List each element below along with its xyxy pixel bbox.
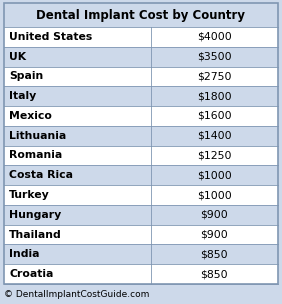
- Bar: [4, 86, 278, 106]
- Bar: [4, 106, 278, 126]
- Text: India: India: [9, 249, 39, 259]
- Text: Mexico: Mexico: [9, 111, 52, 121]
- Text: Spain: Spain: [9, 71, 43, 81]
- Text: Costa Rica: Costa Rica: [9, 170, 73, 180]
- Text: Dental Implant Cost by Country: Dental Implant Cost by Country: [36, 9, 246, 22]
- Text: $4000: $4000: [197, 32, 232, 42]
- Text: © DentalImplantCostGuide.com: © DentalImplantCostGuide.com: [4, 290, 149, 299]
- Bar: [4, 165, 278, 185]
- Text: $850: $850: [201, 269, 228, 279]
- Text: $1400: $1400: [197, 131, 232, 141]
- Text: $1800: $1800: [197, 91, 232, 101]
- Text: Turkey: Turkey: [9, 190, 50, 200]
- Text: $1600: $1600: [197, 111, 232, 121]
- Text: $2750: $2750: [197, 71, 232, 81]
- Bar: [4, 146, 278, 165]
- Text: $1000: $1000: [197, 190, 232, 200]
- Bar: [4, 27, 278, 47]
- Text: Romania: Romania: [9, 150, 62, 161]
- Bar: [4, 244, 278, 264]
- Text: Italy: Italy: [9, 91, 36, 101]
- Bar: [4, 264, 278, 284]
- Text: Hungary: Hungary: [9, 210, 61, 220]
- Text: Thailand: Thailand: [9, 230, 62, 240]
- Text: United States: United States: [9, 32, 92, 42]
- Text: $850: $850: [201, 249, 228, 259]
- Text: Lithuania: Lithuania: [9, 131, 66, 141]
- Bar: [4, 3, 278, 27]
- Text: UK: UK: [9, 52, 26, 62]
- Bar: [4, 47, 278, 67]
- Bar: [4, 185, 278, 205]
- Text: $900: $900: [201, 210, 228, 220]
- Bar: [4, 126, 278, 146]
- Text: $3500: $3500: [197, 52, 232, 62]
- Text: $1250: $1250: [197, 150, 232, 161]
- Text: $900: $900: [201, 230, 228, 240]
- Bar: [4, 225, 278, 244]
- Bar: [4, 67, 278, 86]
- Bar: [4, 205, 278, 225]
- Text: $1000: $1000: [197, 170, 232, 180]
- Text: Croatia: Croatia: [9, 269, 53, 279]
